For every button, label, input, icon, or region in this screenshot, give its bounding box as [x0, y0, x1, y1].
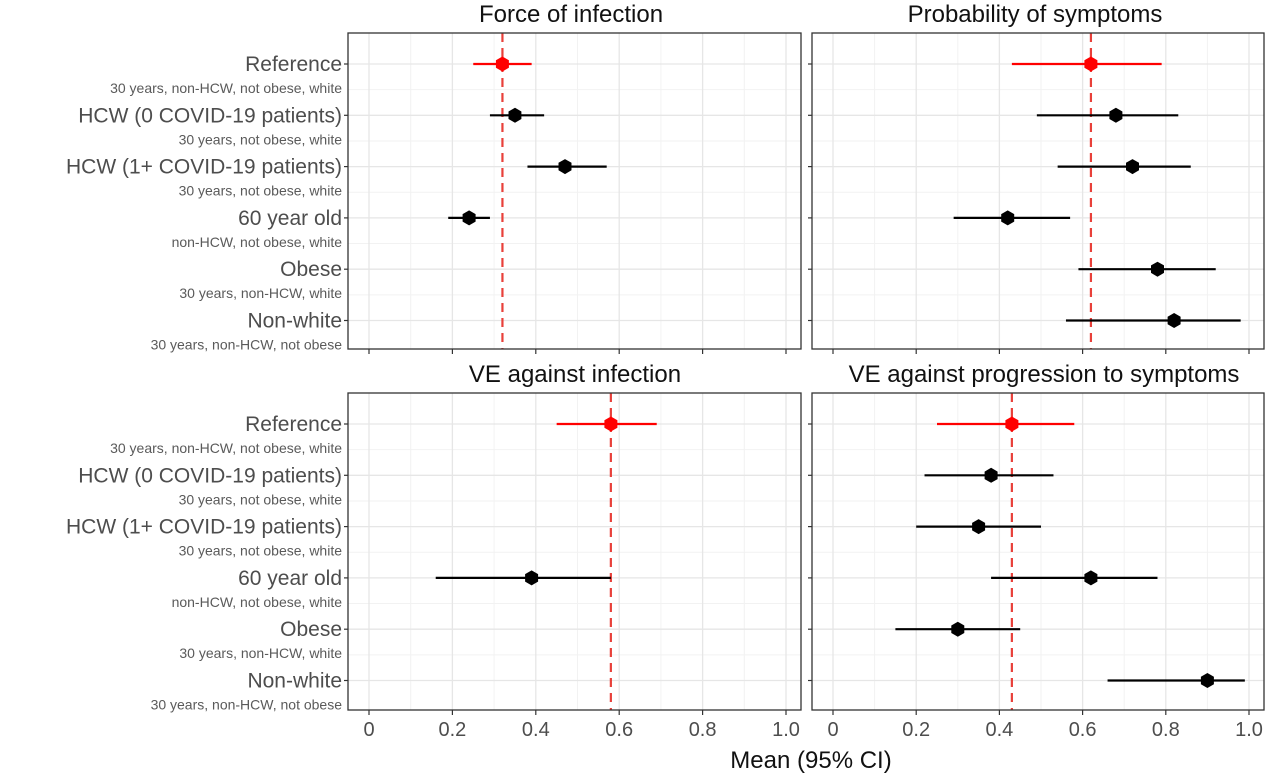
- x-tick-label: 1.0: [772, 719, 800, 741]
- x-tick-label: 0.6: [1069, 719, 1097, 741]
- panel-border: [347, 32, 802, 350]
- mean-point-4: [1084, 570, 1098, 586]
- x-tick-label: 0.8: [1152, 719, 1180, 741]
- x-tick-label: 1.0: [1235, 719, 1263, 741]
- category-label: HCW (0 COVID-19 patients): [78, 464, 342, 487]
- category-label: Non-white: [247, 310, 342, 333]
- mean-point-3: [1126, 159, 1139, 175]
- mean-point-3: [972, 519, 986, 535]
- category-label: Non-white: [247, 670, 342, 693]
- mean-point-6: [1167, 313, 1181, 328]
- panel-title: VE against progression to symptoms: [849, 361, 1240, 388]
- category-sublabel: 30 years, non-HCW, not obese: [151, 697, 343, 713]
- category-label: 60 year old: [238, 207, 342, 230]
- mean-point-2: [508, 107, 522, 123]
- x-tick-label: 0: [827, 719, 838, 741]
- category-sublabel: 30 years, non-HCW, not obese, white: [110, 80, 342, 96]
- category-sublabel: 30 years, not obese, white: [179, 491, 343, 507]
- mean-point-3: [558, 159, 572, 175]
- x-tick-label: 0.2: [438, 719, 466, 741]
- category-sublabel: 30 years, non-HCW, white: [179, 285, 342, 301]
- category-sublabel: 30 years, non-HCW, not obese: [151, 337, 343, 353]
- mean-point-1: [1005, 416, 1019, 432]
- panel-4: 0 0.2 0.4 0.6 0.8 1.0 VE against progression t…: [808, 361, 1265, 741]
- mean-point-4: [1001, 210, 1015, 226]
- category-sublabel: 30 years, not obese, white: [179, 543, 343, 559]
- category-sublabel: 30 years, non-HCW, white: [179, 645, 342, 661]
- panels-group: Force of infection Probability of symptom…: [344, 1, 1265, 741]
- category-sublabel: 30 years, not obese, white: [179, 131, 343, 147]
- mean-point-4: [462, 210, 476, 226]
- mean-point-1: [495, 56, 509, 72]
- mean-point-5: [951, 621, 965, 637]
- panel-1: Force of infection: [344, 1, 802, 354]
- mean-point-6: [1200, 673, 1214, 688]
- panel-2: Probability of symptoms: [808, 1, 1265, 354]
- x-tick-label: 0: [363, 719, 374, 741]
- category-label: HCW (0 COVID-19 patients): [78, 104, 342, 127]
- panel-title: Probability of symptoms: [908, 1, 1163, 28]
- panel-background: [812, 33, 1264, 349]
- panel-title: Force of infection: [479, 1, 663, 28]
- category-label: Reference: [245, 413, 342, 436]
- panel-border: [811, 32, 1265, 350]
- mean-point-4: [525, 570, 539, 586]
- category-label: 60 year old: [238, 567, 342, 590]
- category-sublabel: 30 years, not obese, white: [179, 183, 343, 199]
- mean-point-1: [1084, 56, 1098, 72]
- x-tick-label: 0.4: [985, 719, 1013, 741]
- panel-border: [347, 392, 802, 711]
- x-tick-label: 0.4: [522, 719, 550, 741]
- mean-point-2: [984, 467, 998, 483]
- category-sublabel: 30 years, non-HCW, not obese, white: [110, 440, 342, 456]
- x-tick-label: 0.8: [689, 719, 717, 741]
- mean-point-2: [1109, 107, 1123, 123]
- mean-point-5: [1151, 261, 1164, 277]
- panel-background: [348, 393, 801, 710]
- category-sublabel: non-HCW, not obese, white: [172, 594, 343, 610]
- mean-point-1: [604, 416, 618, 432]
- category-label: HCW (1+ COVID-19 patients): [66, 516, 342, 539]
- category-label: Obese: [280, 618, 342, 641]
- category-label: HCW (1+ COVID-19 patients): [66, 156, 342, 179]
- x-axis-title: Mean (95% CI): [730, 747, 891, 774]
- x-tick-label: 0.2: [902, 719, 930, 741]
- panel-title: VE against infection: [469, 361, 681, 388]
- category-label: Obese: [280, 258, 342, 281]
- panel-background: [348, 33, 801, 349]
- category-label: Reference: [245, 53, 342, 76]
- category-sublabel: non-HCW, not obese, white: [172, 234, 343, 250]
- category-labels-group: Reference 30 years, non-HCW, not obese, w…: [66, 53, 342, 713]
- panel-border: [811, 392, 1265, 711]
- x-tick-label: 0.6: [605, 719, 633, 741]
- panel-background: [812, 393, 1264, 710]
- panel-3: 0 0.2 0.4 0.6 0.8 1.0 VE against infection: [344, 361, 802, 741]
